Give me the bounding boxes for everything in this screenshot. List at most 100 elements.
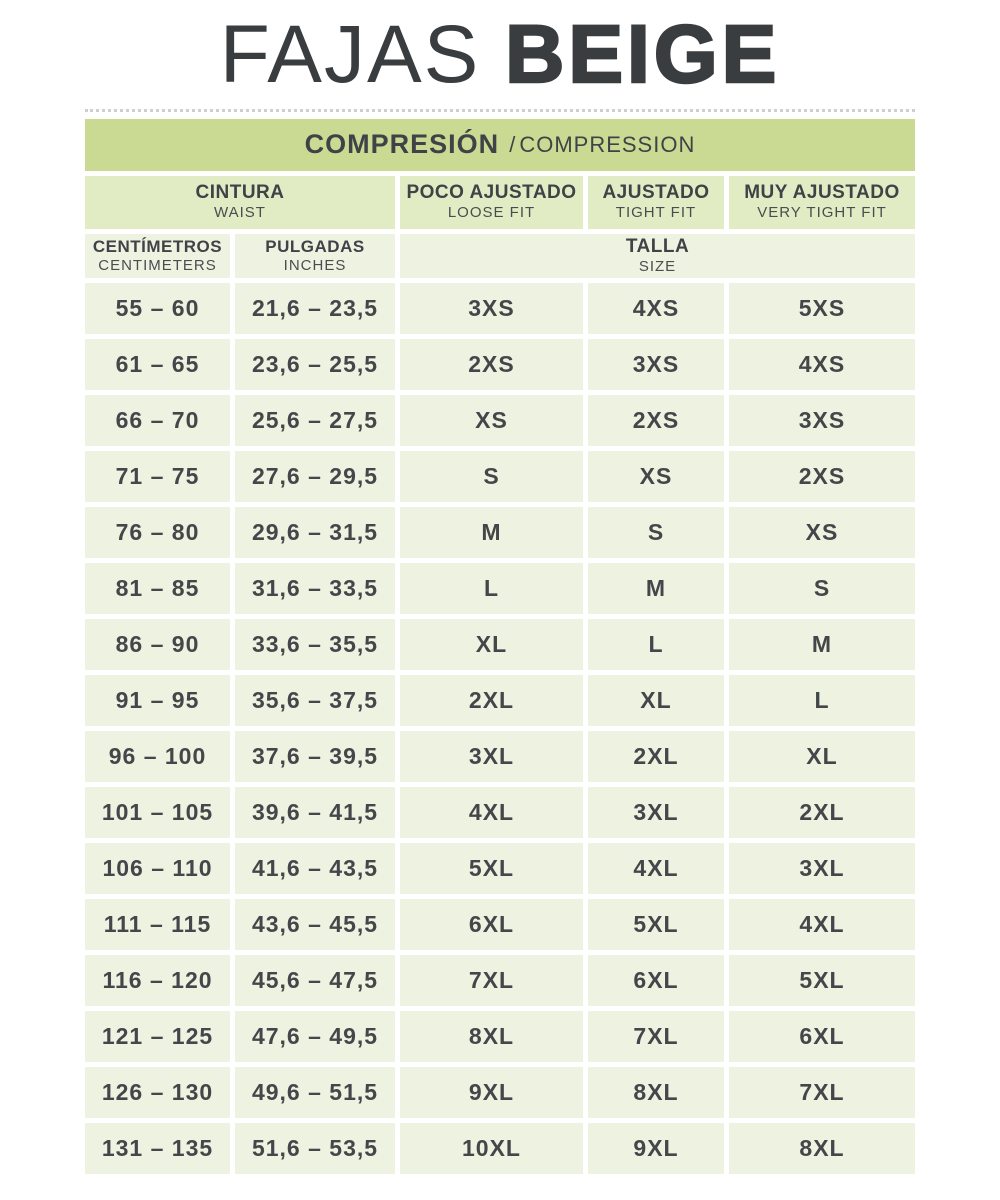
header-muy-ajustado-es: MUY AJUSTADO xyxy=(744,182,900,204)
cell-loose: 2XL xyxy=(400,674,583,726)
cell-loose: 5XL xyxy=(400,842,583,894)
cell-cm: 76 – 80 xyxy=(85,506,230,558)
cell-tight: 9XL xyxy=(588,1122,724,1174)
cell-tight: 4XS xyxy=(588,282,724,334)
cell-tight: 3XL xyxy=(588,786,724,838)
cell-cm: 116 – 120 xyxy=(85,954,230,1006)
cell-very_tight: 4XS xyxy=(729,338,915,390)
cell-inches: 21,6 – 23,5 xyxy=(235,282,395,334)
header-pulgadas: PULGADAS INCHES xyxy=(235,233,395,278)
cell-tight: XS xyxy=(588,450,724,502)
cell-loose: 4XL xyxy=(400,786,583,838)
cell-cm: 111 – 115 xyxy=(85,898,230,950)
header-muy-ajustado-en: VERY TIGHT FIT xyxy=(757,204,887,222)
cell-tight: 2XL xyxy=(588,730,724,782)
cell-tight: L xyxy=(588,618,724,670)
compression-label-separator: / xyxy=(509,131,516,157)
cell-inches: 29,6 – 31,5 xyxy=(235,506,395,558)
header-cintura-es: CINTURA xyxy=(195,182,285,204)
cell-inches: 43,6 – 45,5 xyxy=(235,898,395,950)
cell-tight: 5XL xyxy=(588,898,724,950)
header-cintura-en: WAIST xyxy=(214,204,266,222)
cell-tight: 7XL xyxy=(588,1010,724,1062)
header-ajustado: AJUSTADO TIGHT FIT xyxy=(588,175,724,229)
cell-loose: M xyxy=(400,506,583,558)
cell-inches: 35,6 – 37,5 xyxy=(235,674,395,726)
cell-very_tight: 4XL xyxy=(729,898,915,950)
cell-tight: 8XL xyxy=(588,1066,724,1118)
cell-inches: 23,6 – 25,5 xyxy=(235,338,395,390)
cell-cm: 101 – 105 xyxy=(85,786,230,838)
header-centimetros-en: CENTIMETERS xyxy=(98,256,217,274)
cell-inches: 45,6 – 47,5 xyxy=(235,954,395,1006)
header-talla-es: TALLA xyxy=(625,235,690,257)
cell-loose: 7XL xyxy=(400,954,583,1006)
cell-inches: 33,6 – 35,5 xyxy=(235,618,395,670)
cell-very_tight: 3XL xyxy=(729,842,915,894)
cell-inches: 31,6 – 33,5 xyxy=(235,562,395,614)
header-ajustado-en: TIGHT FIT xyxy=(615,204,697,222)
cell-very_tight: XS xyxy=(729,506,915,558)
cell-tight: 6XL xyxy=(588,954,724,1006)
header-muy-ajustado: MUY AJUSTADO VERY TIGHT FIT xyxy=(729,175,915,229)
compression-label-es: COMPRESIÓN xyxy=(304,129,500,160)
cell-loose: 8XL xyxy=(400,1010,583,1062)
cell-inches: 37,6 – 39,5 xyxy=(235,730,395,782)
cell-very_tight: XL xyxy=(729,730,915,782)
header-centimetros-es: CENTÍMETROS xyxy=(92,237,223,257)
header-ajustado-es: AJUSTADO xyxy=(602,182,710,204)
cell-loose: 2XS xyxy=(400,338,583,390)
cell-inches: 39,6 – 41,5 xyxy=(235,786,395,838)
header-cintura: CINTURA WAIST xyxy=(85,175,395,229)
cell-very_tight: 5XS xyxy=(729,282,915,334)
cell-inches: 47,6 – 49,5 xyxy=(235,1010,395,1062)
header-poco-ajustado-es: POCO AJUSTADO xyxy=(406,182,577,204)
cell-cm: 71 – 75 xyxy=(85,450,230,502)
cell-loose: XL xyxy=(400,618,583,670)
cell-cm: 55 – 60 xyxy=(85,282,230,334)
cell-inches: 49,6 – 51,5 xyxy=(235,1066,395,1118)
cell-very_tight: 6XL xyxy=(729,1010,915,1062)
cell-loose: XS xyxy=(400,394,583,446)
size-table: CINTURA WAIST POCO AJUSTADO LOOSE FIT AJ… xyxy=(85,175,915,1174)
header-centimetros: CENTÍMETROS CENTIMETERS xyxy=(85,233,230,278)
cell-cm: 131 – 135 xyxy=(85,1122,230,1174)
cell-inches: 51,6 – 53,5 xyxy=(235,1122,395,1174)
cell-very_tight: 2XS xyxy=(729,450,915,502)
cell-tight: XL xyxy=(588,674,724,726)
cell-very_tight: 5XL xyxy=(729,954,915,1006)
cell-cm: 121 – 125 xyxy=(85,1010,230,1062)
cell-very_tight: S xyxy=(729,562,915,614)
page-title-light: FAJAS xyxy=(219,9,481,100)
cell-very_tight: 8XL xyxy=(729,1122,915,1174)
cell-very_tight: 3XS xyxy=(729,394,915,446)
cell-tight: M xyxy=(588,562,724,614)
cell-tight: 3XS xyxy=(588,338,724,390)
page-title-bold: BEIGE xyxy=(504,9,781,100)
header-poco-ajustado: POCO AJUSTADO LOOSE FIT xyxy=(400,175,583,229)
header-pulgadas-en: INCHES xyxy=(283,256,347,274)
cell-cm: 61 – 65 xyxy=(85,338,230,390)
header-talla-en: SIZE xyxy=(638,257,677,275)
dotted-separator xyxy=(85,108,915,112)
cell-cm: 106 – 110 xyxy=(85,842,230,894)
cell-tight: 2XS xyxy=(588,394,724,446)
cell-loose: L xyxy=(400,562,583,614)
cell-cm: 91 – 95 xyxy=(85,674,230,726)
cell-loose: 10XL xyxy=(400,1122,583,1174)
cell-cm: 81 – 85 xyxy=(85,562,230,614)
header-talla: TALLA SIZE xyxy=(400,233,915,278)
cell-very_tight: L xyxy=(729,674,915,726)
cell-tight: S xyxy=(588,506,724,558)
size-chart-table-wrap: COMPRESIÓN / COMPRESSION CINTURA WAIST P… xyxy=(85,108,915,1174)
cell-cm: 86 – 90 xyxy=(85,618,230,670)
header-poco-ajustado-en: LOOSE FIT xyxy=(447,204,536,222)
cell-loose: 3XL xyxy=(400,730,583,782)
cell-cm: 126 – 130 xyxy=(85,1066,230,1118)
cell-loose: 6XL xyxy=(400,898,583,950)
page-title: FAJAS BEIGE xyxy=(0,0,1000,99)
cell-very_tight: 2XL xyxy=(729,786,915,838)
cell-loose: S xyxy=(400,450,583,502)
cell-inches: 25,6 – 27,5 xyxy=(235,394,395,446)
